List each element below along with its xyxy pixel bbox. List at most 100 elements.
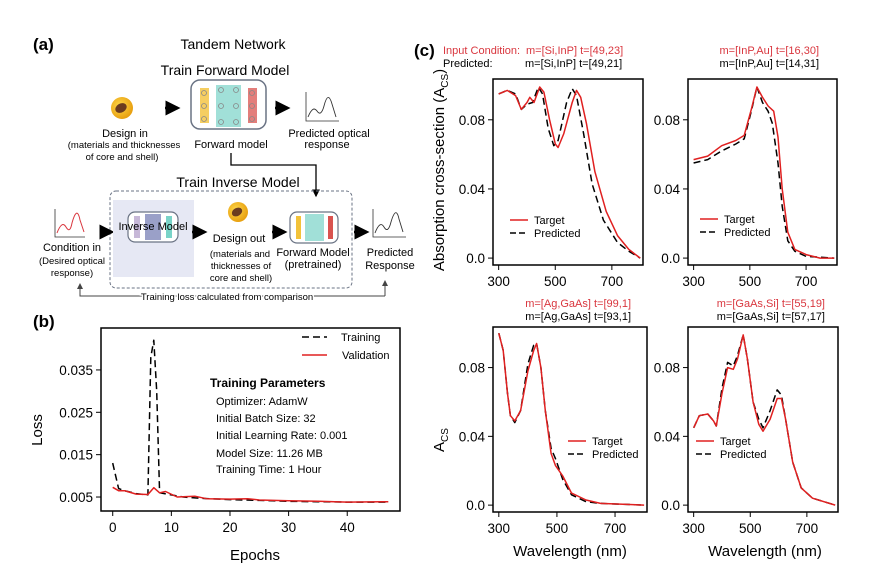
params-title: Training Parameters (210, 376, 326, 390)
feedback-arrow (77, 283, 385, 297)
spec3-predicted-title: m=[Ag,GaAs] t=[93,1] (525, 311, 631, 323)
plot-frame (100, 327, 401, 512)
design-out-desc: thicknesses of (211, 261, 272, 272)
x-tick-label: 500 (544, 274, 567, 289)
series-line-target (498, 333, 645, 506)
x-tick-label: 700 (601, 274, 624, 289)
y-tick-label: 0.08 (654, 113, 680, 128)
y-tick-label: 0.005 (59, 490, 93, 505)
x-tick-label: 700 (604, 521, 627, 536)
series-line-target (693, 334, 836, 506)
legend-label-predicted: Predicted (724, 227, 770, 239)
forward-model-network-icon (190, 79, 267, 130)
design-in-label: Design in (102, 128, 148, 140)
panel-a-label: (a) (33, 35, 54, 54)
nanoparticle-icon (228, 202, 248, 222)
diagram-title: Tandem Network (180, 36, 286, 52)
x-tick-label: 500 (546, 521, 569, 536)
forward-pretrained-label: (pretrained) (285, 259, 342, 271)
param-item: Initial Learning Rate: 0.001 (216, 430, 347, 442)
panel-c-label: (c) (414, 41, 435, 60)
x-axis-label: Epochs (230, 547, 280, 564)
x-tick-label: 0 (109, 520, 117, 535)
y-tick-label: 0.04 (459, 429, 486, 444)
series-line-target (693, 86, 835, 259)
x-tick-label: 10 (164, 520, 179, 535)
spec4-target-title: m=[GaAs,Si] t=[55,19] (717, 298, 825, 310)
nanoparticle-icon (111, 97, 133, 119)
y-tick-label: 0.08 (459, 113, 485, 128)
x-tick-label: 30 (281, 520, 296, 535)
series-line-target (498, 86, 641, 259)
y-tick-label: 0.035 (59, 363, 93, 378)
series-line-predicted (693, 334, 836, 506)
legend-label-target: Target (724, 214, 755, 226)
spec1-target-title: m=[Si,InP] t=[49,23] (526, 45, 623, 57)
y-tick-label: 0.04 (459, 182, 486, 197)
plot-frame (687, 78, 838, 266)
pretrained-forward-network-icon (289, 211, 339, 244)
predicted-prefix: Predicted: (443, 58, 493, 70)
legend-label-predicted: Predicted (720, 449, 766, 461)
forward-section-title: Train Forward Model (161, 62, 290, 78)
inverse-model-network-icon (127, 211, 179, 243)
spectrum-plot-icon (372, 209, 406, 238)
x-tick-label: 700 (796, 521, 819, 536)
series-line-predicted (498, 333, 645, 506)
design-in-desc: of core and shell) (86, 152, 159, 163)
series-line-predicted (693, 86, 835, 259)
input-condition-prefix: Input Condition: (443, 45, 520, 57)
param-item: Model Size: 11.26 MB (216, 448, 323, 460)
x-tick-label: 500 (739, 521, 762, 536)
condition-plot-icon (54, 209, 85, 238)
y-tick-label: 0.04 (654, 429, 681, 444)
predicted-response-label: Predicted (367, 247, 413, 259)
training-parameters-box: Training Parameters Optimizer: AdamW Ini… (210, 376, 347, 476)
spec2-predicted-title: m=[InP,Au] t=[14,31] (720, 58, 819, 70)
forward-pretrained-label: Forward Model (276, 247, 349, 259)
spec4-predicted-title: m=[GaAs,Si] t=[57,17] (717, 311, 825, 323)
plot-frame (687, 326, 839, 513)
x-tick-label: 300 (488, 521, 511, 536)
inverse-training-box (109, 190, 353, 289)
loss-chart: 0 10 20 30 40 0.005 0.015 0.025 0.035 (59, 327, 401, 535)
predicted-response-label: Response (365, 260, 415, 272)
connector-arrow (230, 153, 320, 198)
design-out-label: Design out (213, 233, 266, 245)
y-tick-label: 0.0 (466, 498, 485, 513)
design-out-desc: core and shell) (210, 273, 272, 284)
forward-model-label: Forward model (194, 139, 267, 151)
series-line-validation (112, 486, 389, 503)
inverse-model-label: Inverse Model (118, 221, 187, 233)
y-axis-label-top: Absorption cross-section (ACS) (431, 69, 451, 271)
y-axis-label-bottom: ACS (431, 428, 451, 452)
spec3-target-title: m=[Ag,GaAs] t=[99,1] (525, 298, 631, 310)
legend-label-target: Target (720, 436, 751, 448)
y-tick-label: 0.025 (59, 405, 93, 420)
y-tick-label: 0.0 (661, 498, 680, 513)
spec2-target-title: m=[InP,Au] t=[16,30] (720, 45, 819, 57)
plot-frame (492, 326, 648, 513)
feedback-label: Training loss calculated from comparison (141, 292, 313, 303)
plot-frame (492, 78, 644, 266)
inverse-section-title: Train Inverse Model (176, 174, 299, 190)
y-axis-label: Loss (29, 414, 46, 446)
x-tick-label: 40 (340, 520, 355, 535)
param-item: Initial Batch Size: 32 (216, 413, 316, 425)
x-tick-label: 20 (222, 520, 237, 535)
param-item: Training Time: 1 Hour (216, 464, 322, 476)
legend-label-validation: Validation (342, 350, 390, 362)
design-out-desc: (materials and (210, 249, 270, 260)
predicted-optical-label: Predicted optical (288, 128, 369, 140)
x-tick-label: 300 (682, 274, 705, 289)
legend: Training Validation (302, 332, 390, 362)
condition-in-label: Condition in (43, 242, 101, 254)
x-tick-label: 700 (795, 274, 818, 289)
legend-label-training: Training (341, 332, 380, 344)
y-tick-label: 0.0 (661, 251, 680, 266)
x-axis-label: Wavelength (nm) (513, 543, 627, 560)
